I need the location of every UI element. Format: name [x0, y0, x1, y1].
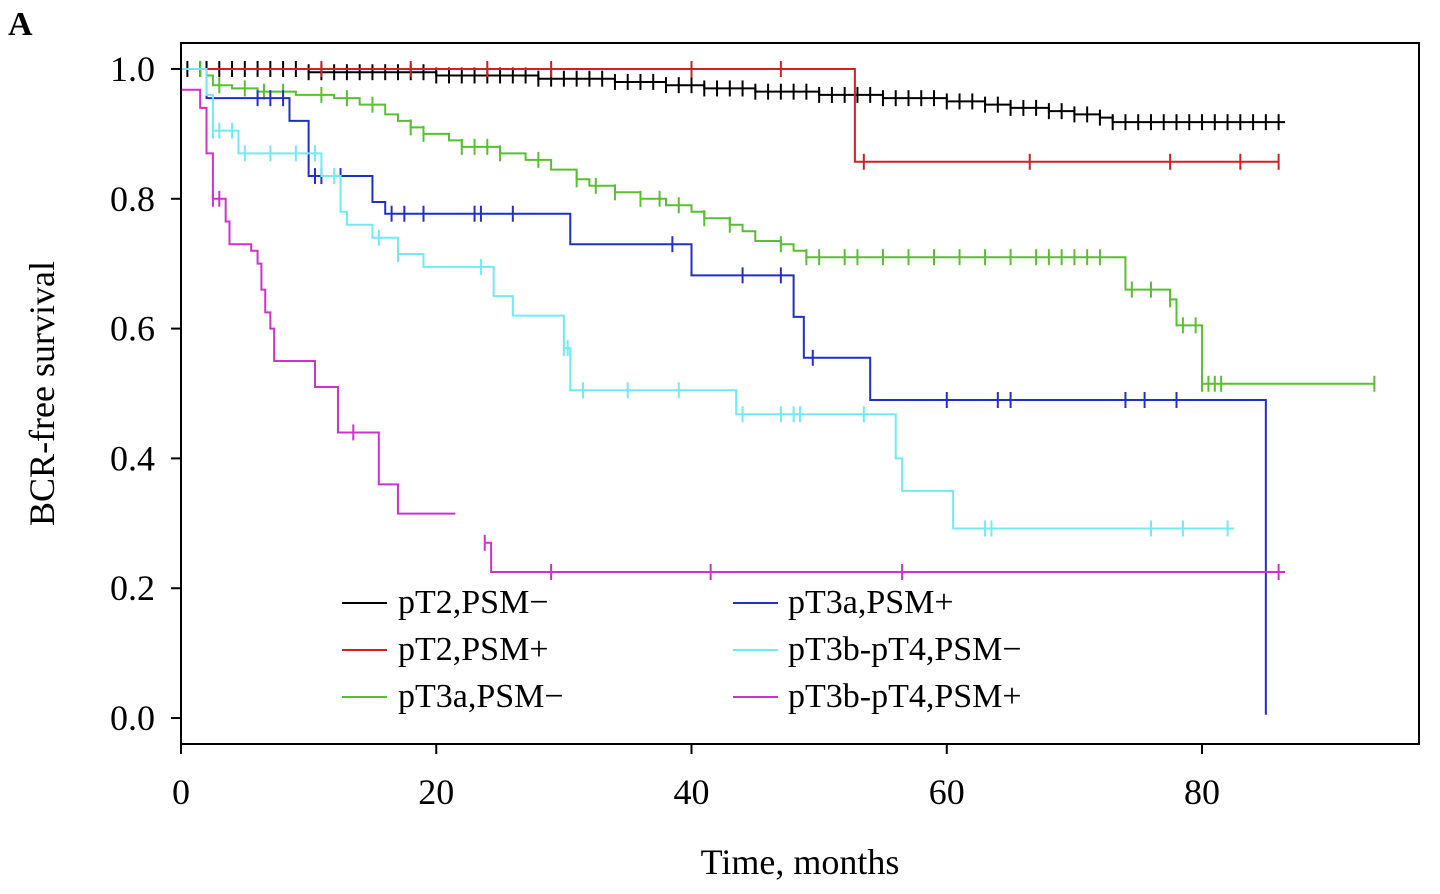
legend-label: pT3a,PSM+: [788, 584, 954, 621]
series-4: [181, 67, 1234, 537]
survival-curve: [181, 88, 456, 515]
series-1: [181, 60, 1280, 170]
legend-label: pT3b-pT4,PSM+: [788, 678, 1022, 715]
x-tick-label: 0: [172, 772, 190, 812]
legend-item: pT2,PSM+: [342, 631, 549, 668]
survival-curve: [181, 67, 1234, 530]
legend-item: pT3a,PSM−: [342, 678, 564, 715]
legend-item: pT3a,PSM+: [733, 584, 954, 621]
survival-curve: [181, 67, 1375, 385]
legend-item: pT3b-pT4,PSM−: [733, 631, 1022, 668]
y-tick-label: 0.4: [110, 438, 155, 478]
survival-curve: [181, 67, 1267, 715]
x-tick-label: 60: [929, 772, 965, 812]
y-tick-label: 1.0: [110, 49, 155, 89]
series-2: [181, 60, 1376, 392]
legend-label: pT2,PSM+: [398, 631, 549, 668]
survival-curve: [181, 67, 1279, 163]
legend-item: pT3b-pT4,PSM+: [733, 678, 1022, 715]
x-tick-label: 40: [674, 772, 710, 812]
series-5: [181, 88, 1285, 580]
y-tick-label: 0.0: [110, 698, 155, 738]
legend-label: pT2,PSM−: [398, 584, 549, 621]
axis-layer: 0 20 40 60 80 0.0 0.2 0.4 0.6 0.8 1.0: [110, 49, 1220, 812]
x-tick-label: 20: [418, 772, 454, 812]
y-tick-label: 0.6: [110, 309, 155, 349]
legend: pT2,PSM− pT2,PSM+ pT3a,PSM− pT3a,PSM+ pT3b-p…: [342, 584, 1022, 715]
legend-label: pT3a,PSM−: [398, 678, 564, 715]
legend-label: pT3b-pT4,PSM−: [788, 631, 1022, 668]
y-axis-label: BCR-free survival: [22, 261, 62, 526]
y-tick-label: 0.2: [110, 568, 155, 608]
series-3: [181, 67, 1267, 715]
y-tick-label: 0.8: [110, 179, 155, 219]
legend-item: pT2,PSM−: [342, 584, 549, 621]
x-tick-label: 80: [1184, 772, 1220, 812]
plot-frame: [180, 42, 1420, 745]
x-axis-label: Time, months: [701, 842, 900, 882]
survival-curve-segment: [484, 541, 1285, 573]
panel-label: A: [8, 6, 33, 43]
series-layer: [181, 60, 1376, 715]
